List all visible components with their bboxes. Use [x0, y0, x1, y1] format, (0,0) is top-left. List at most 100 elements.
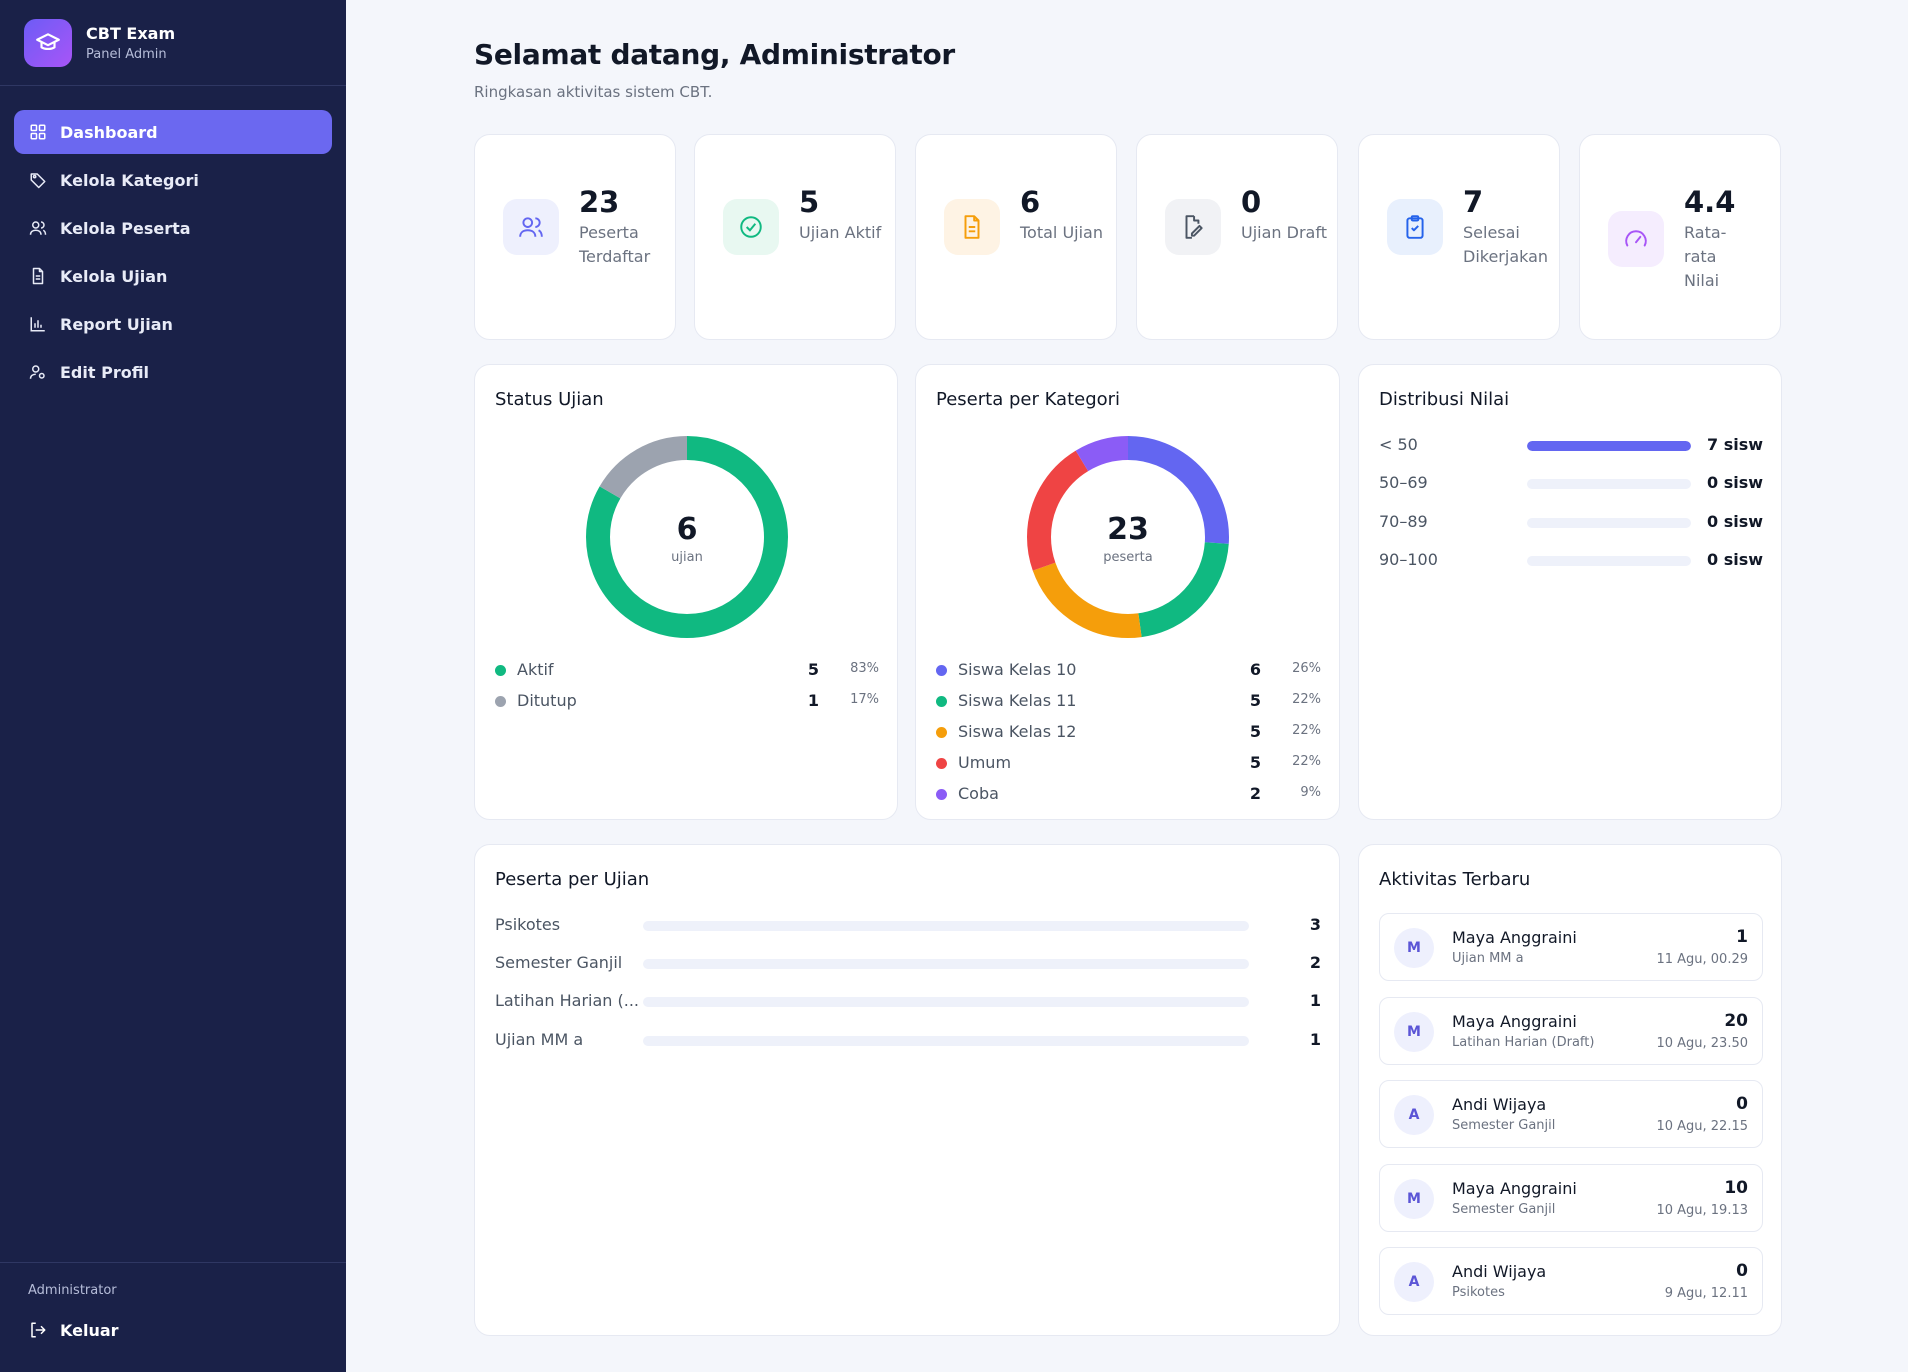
status-ujian-panel: Status Ujian 6 ujian Aktif 5 83% Ditutup… — [474, 364, 898, 820]
legend-label: Coba — [958, 784, 999, 803]
legend-percent: 9% — [1300, 785, 1321, 800]
peserta-ujian-count: 1 — [1309, 1030, 1321, 1049]
legend-count: 5 — [807, 660, 819, 679]
grid-icon — [28, 122, 48, 142]
legend-label: Umum — [958, 753, 1012, 772]
legend-item-siswa-kelas-12: Siswa Kelas 12 5 22% — [936, 717, 1321, 748]
peserta-ujian-count: 3 — [1309, 915, 1321, 934]
activity-score: 0 — [1736, 1261, 1748, 1281]
stat-card-peserta-terdaftar: 23 Peserta Terdaftar — [474, 134, 676, 340]
activity-item[interactable]: M Maya Anggraini Semester Ganjil 10 10 A… — [1379, 1164, 1763, 1232]
avatar: A — [1394, 1262, 1434, 1302]
user-role: Administrator — [28, 1283, 117, 1298]
peserta-kategori-donut: 23 peserta — [1027, 436, 1229, 638]
legend-item-ditutup: Ditutup 1 17% — [495, 686, 879, 717]
users-icon — [503, 199, 559, 255]
activity-item[interactable]: M Maya Anggraini Ujian MM a 1 11 Agu, 00… — [1379, 913, 1763, 981]
activity-score: 1 — [1736, 927, 1748, 947]
status-ujian-donut: 6 ujian — [586, 436, 788, 638]
tag-icon — [28, 170, 48, 190]
activity-name: Maya Anggraini — [1452, 928, 1577, 947]
sidebar-item-label: Edit Profil — [60, 362, 150, 382]
activity-item[interactable]: A Andi Wijaya Psikotes 0 9 Agu, 12.11 — [1379, 1247, 1763, 1315]
sidebar-item-kelola-peserta[interactable]: Kelola Peserta — [14, 206, 332, 250]
peserta-ujian-count: 1 — [1309, 991, 1321, 1010]
activity-name: Andi Wijaya — [1452, 1095, 1547, 1114]
stat-card-total-ujian: 6 Total Ujian — [915, 134, 1117, 340]
activity-exam: Semester Ganjil — [1452, 1202, 1556, 1217]
sidebar-item-kelola-kategori[interactable]: Kelola Kategori — [14, 158, 332, 202]
sidebar-item-dashboard[interactable]: Dashboard — [14, 110, 332, 154]
brand-title: CBT Exam — [86, 23, 176, 43]
legend-label: Siswa Kelas 11 — [958, 691, 1077, 710]
legend-item-aktif: Aktif 5 83% — [495, 655, 879, 686]
legend-item-siswa-kelas-11: Siswa Kelas 11 5 22% — [936, 686, 1321, 717]
sidebar-item-label: Kelola Peserta — [60, 218, 191, 238]
legend-count: 1 — [807, 691, 819, 710]
page-title: Selamat datang, Administrator — [474, 38, 955, 71]
peserta-ujian-label: Ujian MM a — [495, 1030, 584, 1049]
legend-dot — [936, 758, 947, 769]
logout-label: Keluar — [60, 1320, 119, 1340]
distribusi-bar-track — [1527, 556, 1691, 566]
peserta-ujian-label: Latihan Harian (... — [495, 991, 639, 1010]
user-edit-icon — [28, 362, 48, 382]
activity-item[interactable]: A Andi Wijaya Semester Ganjil 0 10 Agu, … — [1379, 1080, 1763, 1148]
activity-exam: Ujian MM a — [1452, 951, 1524, 966]
sidebar-item-label: Kelola Kategori — [60, 170, 199, 190]
stat-label: Total Ujian — [1020, 223, 1103, 242]
legend-count: 5 — [1249, 691, 1261, 710]
distribusi-label: < 50 — [1379, 435, 1418, 454]
aktivitas-terbaru-panel: Aktivitas Terbaru M Maya Anggraini Ujian… — [1358, 844, 1782, 1336]
peserta-ujian-bar-track — [643, 959, 1249, 969]
legend-dot — [936, 789, 947, 800]
panel-title: Aktivitas Terbaru — [1379, 869, 1531, 890]
check-circle-icon — [723, 199, 779, 255]
distribusi-row: < 50 7 sisw — [1379, 433, 1763, 457]
legend-item-coba: Coba 2 9% — [936, 779, 1321, 810]
stat-value: 6 — [1020, 185, 1041, 219]
panel-title: Distribusi Nilai — [1379, 389, 1510, 410]
donut-slice-umum — [1027, 436, 1229, 638]
legend-count: 6 — [1249, 660, 1261, 679]
activity-exam: Psikotes — [1452, 1285, 1505, 1300]
graduation-cap-icon — [24, 18, 72, 67]
peserta-ujian-count: 2 — [1309, 953, 1321, 972]
stat-value: 0 — [1241, 185, 1262, 219]
legend-percent: 22% — [1292, 692, 1321, 707]
legend-count: 2 — [1249, 784, 1261, 803]
sidebar-item-label: Dashboard — [60, 122, 158, 142]
sidebar-item-edit-profil[interactable]: Edit Profil — [14, 350, 332, 394]
distribusi-bar-track — [1527, 518, 1691, 528]
donut-center-label: ujian — [671, 550, 703, 565]
peserta-ujian-bar-track — [643, 921, 1249, 931]
sidebar: CBT Exam Panel Admin Dashboard Kelola Ka… — [0, 0, 346, 1372]
page-subtitle: Ringkasan aktivitas sistem CBT. — [474, 83, 713, 101]
gauge-icon — [1608, 211, 1664, 267]
sidebar-item-report-ujian[interactable]: Report Ujian — [14, 302, 332, 346]
sidebar-item-kelola-ujian[interactable]: Kelola Ujian — [14, 254, 332, 298]
brand: CBT Exam Panel Admin — [0, 0, 346, 86]
logout-button[interactable]: Keluar — [28, 1320, 318, 1340]
activity-item[interactable]: M Maya Anggraini Latihan Harian (Draft) … — [1379, 997, 1763, 1065]
peserta-ujian-label: Semester Ganjil — [495, 953, 623, 972]
stat-card-rata-rata-nilai: 4.4 Rata-rata Nilai — [1579, 134, 1781, 340]
edit-document-icon — [1165, 199, 1221, 255]
legend-count: 5 — [1249, 753, 1261, 772]
activity-name: Maya Anggraini — [1452, 1179, 1577, 1198]
document-icon — [944, 199, 1000, 255]
legend-item-umum: Umum 5 22% — [936, 748, 1321, 779]
activity-time: 11 Agu, 00.29 — [1656, 952, 1748, 967]
peserta-ujian-row: Semester Ganjil 2 — [495, 951, 1321, 975]
donut-slice-ditutup — [586, 436, 788, 638]
peserta-ujian-panel: Peserta per Ujian Psikotes 3 Semester Ga… — [474, 844, 1340, 1336]
peserta-kategori-panel: Peserta per Kategori 23 peserta Siswa Ke… — [915, 364, 1340, 820]
distribusi-bar-track — [1527, 441, 1691, 451]
legend-percent: 17% — [850, 692, 879, 707]
activity-name: Maya Anggraini — [1452, 1012, 1577, 1031]
legend-label: Siswa Kelas 12 — [958, 722, 1077, 741]
bar-chart-icon — [28, 314, 48, 334]
activity-name: Andi Wijaya — [1452, 1262, 1547, 1281]
peserta-ujian-row: Latihan Harian (... 1 — [495, 989, 1321, 1013]
donut-center-value: 23 — [1107, 512, 1149, 547]
